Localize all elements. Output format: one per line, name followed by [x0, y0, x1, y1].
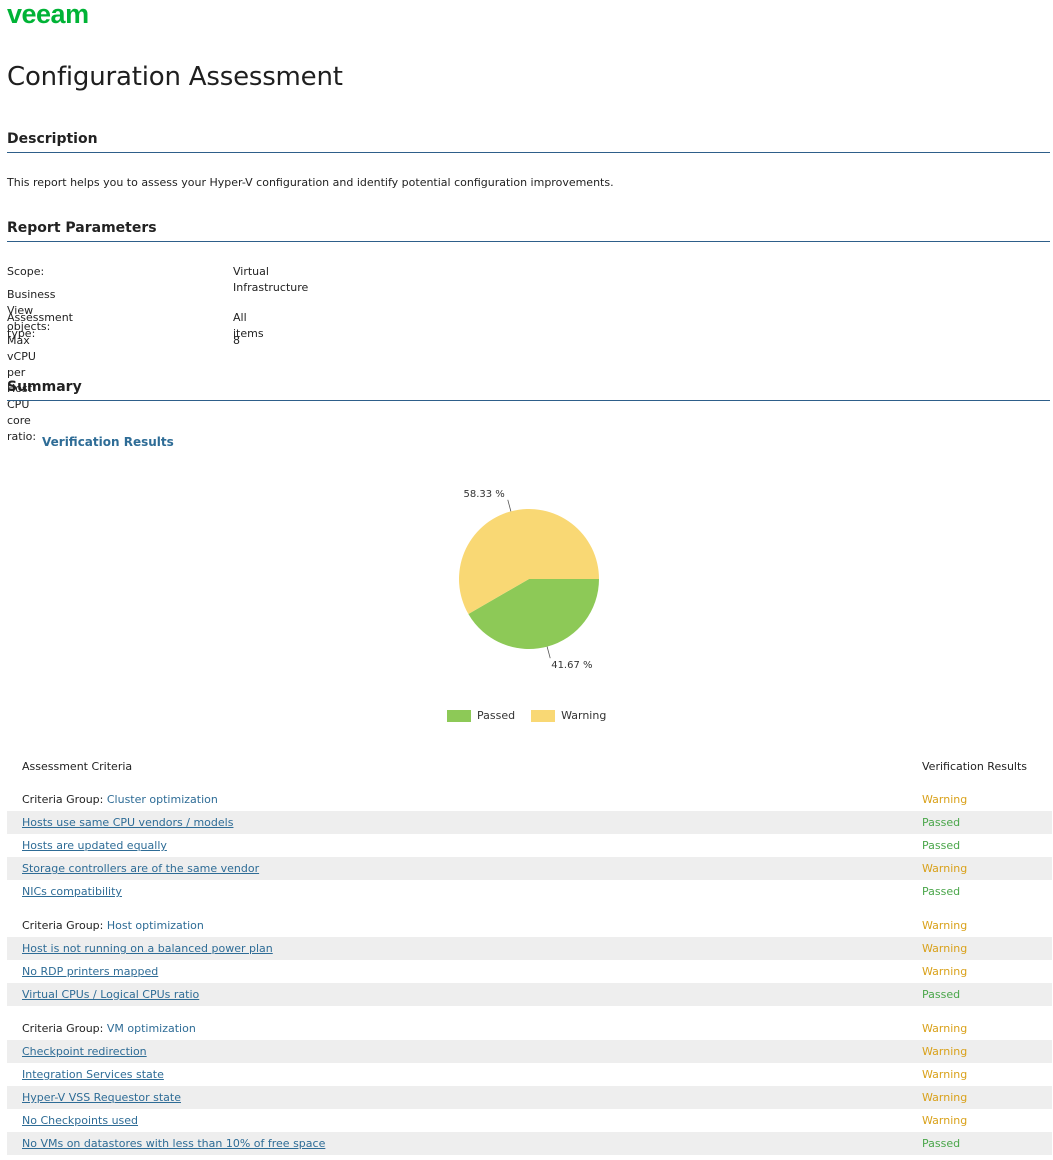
criteria-group-name: Host optimization	[106, 919, 204, 932]
verification-result: Warning	[922, 942, 968, 955]
verification-result: Warning	[922, 1091, 968, 1104]
param-label: Max vCPU per Host CPU core ratio:	[7, 334, 37, 443]
data-label-warning: 58.33 %	[463, 489, 504, 500]
pie-slice-warning	[459, 509, 599, 614]
pie-chart: 41.67 % 58.33 %	[400, 478, 660, 678]
criteria-group-row: Criteria Group: Cluster optimization Warn…	[7, 788, 1052, 811]
criteria-group-name: Cluster optimization	[106, 793, 218, 806]
table-row: Storage controllers are of the same vend…	[7, 857, 1052, 880]
table-row: Integration Services state Warning	[7, 1063, 1052, 1086]
criteria-group-prefix: Criteria Group:	[22, 919, 107, 932]
criteria-link[interactable]: Hyper-V VSS Requestor state	[22, 1091, 181, 1104]
table-row: No RDP printers mapped Warning	[7, 960, 1052, 983]
data-label-passed: 41.67 %	[551, 660, 592, 671]
report-parameters-header: Report Parameters	[7, 220, 1050, 242]
chart-title: Verification Results	[42, 435, 174, 449]
criteria-link[interactable]: Integration Services state	[22, 1068, 164, 1081]
legend-swatch-passed	[447, 709, 471, 722]
group-spacer	[7, 1006, 1052, 1017]
criteria-link[interactable]: Host is not running on a balanced power …	[22, 942, 273, 955]
table-row: Checkpoint redirection Warning	[7, 1040, 1052, 1063]
table-row: Host is not running on a balanced power …	[7, 937, 1052, 960]
verification-result: Warning	[922, 965, 968, 978]
criteria-link[interactable]: Virtual CPUs / Logical CPUs ratio	[22, 988, 200, 1001]
legend-label-passed: Passed	[477, 709, 516, 722]
criteria-link[interactable]: Hosts use same CPU vendors / models	[22, 816, 234, 829]
criteria-link[interactable]: NICs compatibility	[22, 885, 122, 898]
legend-item-warning: Warning	[531, 709, 606, 722]
column-header-criteria: Assessment Criteria	[22, 760, 133, 773]
assessment-table: Assessment Criteria Verification Results…	[7, 757, 1052, 1155]
verification-result: Warning	[922, 1045, 968, 1058]
table-header-row: Assessment Criteria Verification Results	[7, 757, 1052, 777]
param-value: All items	[233, 311, 264, 340]
veeam-logo: veeam	[7, 2, 123, 26]
legend-item-passed: Passed	[447, 709, 515, 722]
criteria-group-result: Warning	[922, 919, 968, 932]
verification-result: Passed	[922, 885, 961, 898]
criteria-link[interactable]: Checkpoint redirection	[22, 1045, 147, 1058]
verification-result: Warning	[922, 1114, 968, 1127]
column-header-results: Verification Results	[922, 760, 1028, 773]
criteria-group-name: VM optimization	[106, 1022, 196, 1035]
verification-result: Passed	[922, 839, 961, 852]
description-header: Description	[7, 131, 1050, 153]
pie-slice-passed	[468, 579, 599, 649]
criteria-link[interactable]: Storage controllers are of the same vend…	[22, 862, 260, 875]
table-row: NICs compatibility Passed	[7, 880, 1052, 903]
criteria-group-label: Criteria Group: Host optimization	[22, 914, 204, 937]
criteria-link[interactable]: No VMs on datastores with less than 10% …	[22, 1137, 326, 1150]
criteria-group-result: Warning	[922, 1022, 968, 1035]
description-text: This report helps you to assess your Hyp…	[7, 176, 614, 189]
table-row: Virtual CPUs / Logical CPUs ratio Passed	[7, 983, 1052, 1006]
page-title: Configuration Assessment	[7, 62, 343, 92]
verification-result: Passed	[922, 816, 961, 829]
criteria-group-label: Criteria Group: VM optimization	[22, 1017, 196, 1040]
legend-label-warning: Warning	[561, 709, 607, 722]
criteria-group-prefix: Criteria Group:	[22, 1022, 107, 1035]
group-spacer	[7, 903, 1052, 914]
param-value: 8	[233, 334, 240, 347]
chart-legend: Passed Warning	[447, 709, 622, 722]
criteria-group-row: Criteria Group: VM optimization Warning	[7, 1017, 1052, 1040]
verification-result: Warning	[922, 1068, 968, 1081]
pie-chart-svg: 41.67 % 58.33 %	[459, 489, 599, 671]
param-value: Virtual Infrastructure	[233, 265, 309, 294]
table-row: No VMs on datastores with less than 10% …	[7, 1132, 1052, 1155]
criteria-group-row: Criteria Group: Host optimization Warning	[7, 914, 1052, 937]
criteria-link[interactable]: Hosts are updated equally	[22, 839, 167, 852]
table-row: Hosts use same CPU vendors / models Passe…	[7, 811, 1052, 834]
param-label: Assessment type:	[7, 311, 73, 340]
verification-result: Passed	[922, 988, 961, 1001]
param-label: Business View objects:	[7, 288, 56, 333]
criteria-link[interactable]: No Checkpoints used	[22, 1114, 139, 1127]
table-row: Hosts are updated equally Passed	[7, 834, 1052, 857]
group-spacer	[7, 777, 1052, 788]
criteria-group-prefix: Criteria Group:	[22, 793, 107, 806]
svg-text:veeam: veeam	[7, 2, 89, 26]
criteria-group-label: Criteria Group: Cluster optimization	[22, 788, 218, 811]
verification-result: Passed	[922, 1137, 961, 1150]
legend-swatch-warning	[531, 709, 556, 722]
criteria-group-result: Warning	[922, 793, 968, 806]
criteria-link[interactable]: No RDP printers mapped	[22, 965, 159, 978]
table-row: No Checkpoints used Warning	[7, 1109, 1052, 1132]
param-label: Scope:	[7, 265, 45, 278]
table-row: Hyper-V VSS Requestor state Warning	[7, 1086, 1052, 1109]
leader-line-passed	[546, 646, 551, 659]
summary-header: Summary	[7, 379, 1050, 401]
verification-result: Warning	[922, 862, 968, 875]
leader-line-warning	[507, 499, 512, 512]
